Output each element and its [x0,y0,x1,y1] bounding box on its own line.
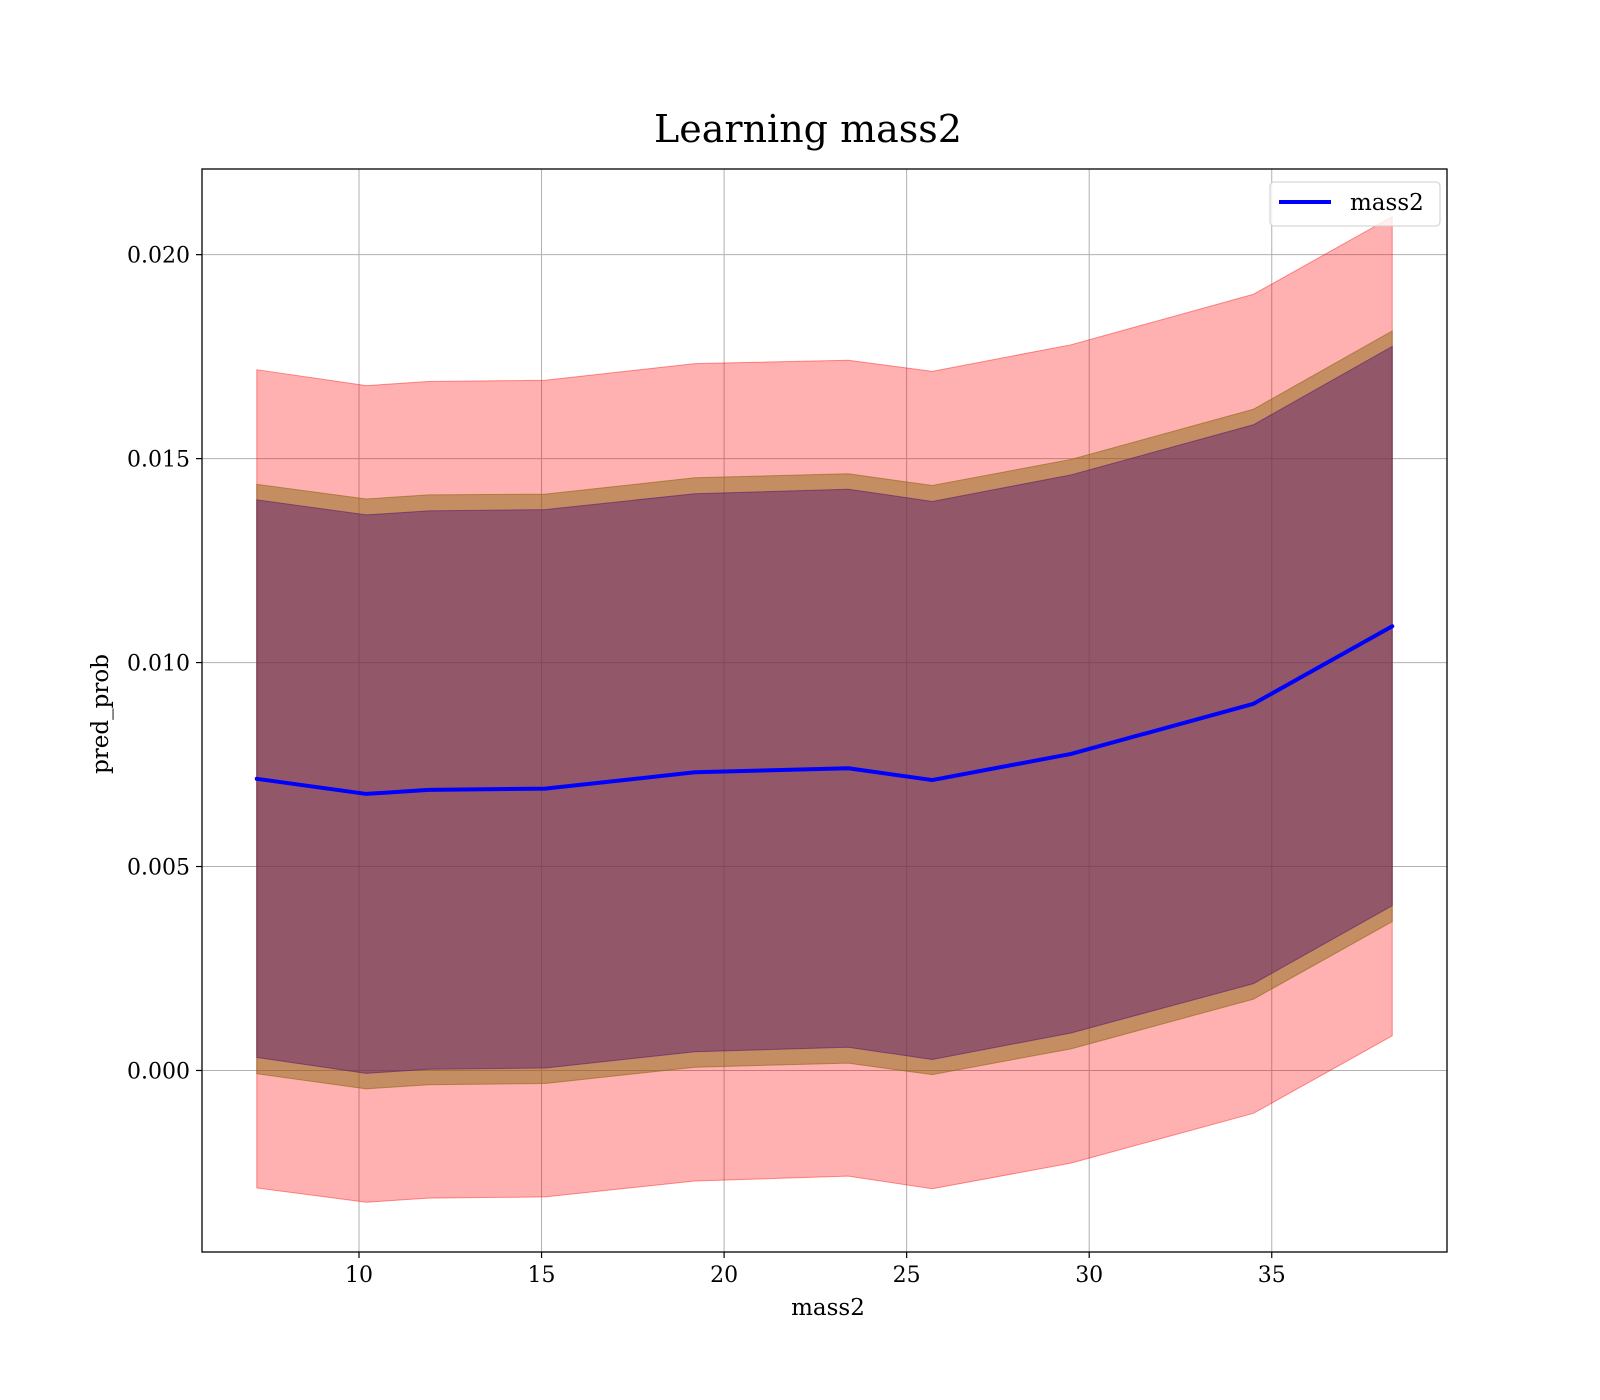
series-lines [254,624,1395,796]
legend: mass2 [1269,181,1441,227]
x-tick-label: 10 [345,1263,373,1288]
y-axis-label: pred_prob [88,654,114,774]
plot-frame [201,168,1448,1253]
x-tick-label: 25 [893,1263,921,1288]
legend-box [1269,181,1441,227]
x-tick-label: 35 [1258,1263,1286,1288]
x-axis-label: mass2 [791,1295,865,1321]
x-tick-label: 15 [528,1263,556,1288]
y-tick-label: 0.005 [127,856,190,881]
chart-title: Learning mass2 [654,107,962,151]
y-tick-label: 0.000 [127,1059,190,1084]
x-axis-ticks: 10 15 20 25 30 35 [345,1252,1286,1288]
confidence-band-3 [256,345,1393,1074]
y-tick-label: 0.015 [127,448,190,473]
y-tick-label: 0.020 [127,244,190,269]
x-tick-label: 30 [1075,1263,1103,1288]
legend-label-mass2: mass2 [1350,190,1424,216]
confidence-band-2 [256,330,1393,1090]
y-axis-ticks: 0.000 0.005 0.010 0.015 0.020 [127,244,202,1084]
series-line-mass2 [254,624,1395,796]
confidence-bands [256,215,1393,1203]
x-tick-label: 20 [710,1263,738,1288]
y-tick-label: 0.010 [127,652,190,677]
